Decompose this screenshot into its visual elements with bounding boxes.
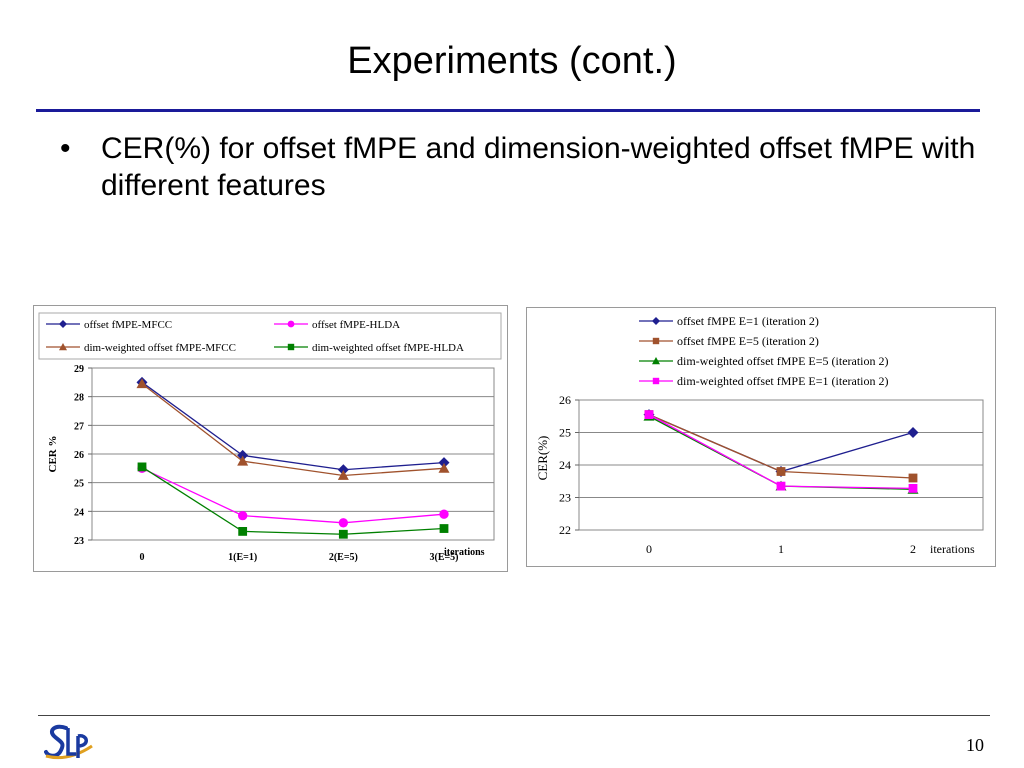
legend-marker <box>652 377 660 385</box>
legend-label: offset fMPE E=1 (iteration 2) <box>677 314 819 328</box>
data-point <box>776 481 786 491</box>
y-tick-label: 25 <box>74 479 84 490</box>
y-tick-label: 26 <box>74 450 84 461</box>
y-tick-label: 23 <box>559 491 571 505</box>
legend-box <box>38 312 502 360</box>
y-tick-label: 22 <box>559 523 571 537</box>
legend-label: offset fMPE-MFCC <box>84 319 172 331</box>
data-point <box>776 467 786 476</box>
legend-marker <box>287 320 295 328</box>
chart-left: offset fMPE-MFCC offset fMPE-HLDA dim-weig… <box>38 312 502 563</box>
data-point <box>337 464 349 476</box>
legend-label: dim-weighted offset fMPE E=1 (iteration … <box>677 374 889 388</box>
legend-marker <box>287 343 295 351</box>
legend-marker <box>652 337 660 345</box>
page-number: 10 <box>966 735 984 755</box>
legend-marker <box>652 317 660 325</box>
legend-label: dim-weighted offset fMPE-HLDA <box>312 342 464 354</box>
legend-label: offset fMPE-HLDA <box>312 319 400 331</box>
y-tick-label: 25 <box>559 426 571 440</box>
y-tick-label: 24 <box>559 458 571 472</box>
data-point <box>338 518 349 528</box>
x-tick-label: 2(E=5) <box>329 552 358 563</box>
data-point <box>337 470 349 480</box>
x-tick-label: 0 <box>646 542 652 556</box>
y-tick-label: 27 <box>74 421 84 432</box>
series-line <box>141 466 445 535</box>
legend-label: dim-weighted offset fMPE-MFCC <box>84 342 236 354</box>
data-point <box>136 378 148 389</box>
x-tick-label: 3(E=5) <box>429 552 458 563</box>
chart-left-frame: offset fMPE-MFCC offset fMPE-HLDA dim-weig… <box>33 305 508 572</box>
legend-marker <box>652 357 660 365</box>
y-axis-label: CER % <box>47 436 59 473</box>
slide-title: Experiments (cont.) <box>347 40 677 82</box>
y-tick-label: 28 <box>74 393 84 404</box>
legend-marker <box>59 343 67 351</box>
data-point <box>237 449 249 461</box>
series-line <box>141 467 445 524</box>
y-tick-label: 24 <box>74 507 84 518</box>
data-point <box>908 484 918 493</box>
legend-label: dim-weighted offset fMPE E=5 (iteration … <box>677 354 889 368</box>
chart-right: offset fMPE E=1 (iteration 2) offset fMPE… <box>535 314 984 556</box>
y-axis-label: CER(%) <box>535 436 550 481</box>
data-point <box>908 473 918 483</box>
y-tick-label: 29 <box>74 364 84 375</box>
data-point <box>907 427 919 438</box>
x-tick-label: 0 <box>140 552 145 563</box>
y-tick-label: 23 <box>74 536 84 547</box>
series-line <box>141 381 445 471</box>
data-point <box>439 509 449 519</box>
data-point <box>338 529 348 539</box>
y-tick-label: 26 <box>559 393 571 407</box>
bullet-marker: • <box>60 132 71 165</box>
legend-label: offset fMPE E=5 (iteration 2) <box>677 334 819 348</box>
bullet-text: CER(%) for offset fMPE and dimension-wei… <box>101 132 976 202</box>
x-axis-label: iterations <box>444 547 485 558</box>
data-point <box>644 410 654 420</box>
legend-marker <box>59 320 67 328</box>
footer-divider <box>38 715 990 716</box>
slp-logo <box>44 724 93 760</box>
title-divider <box>36 109 980 112</box>
data-point <box>438 462 450 473</box>
data-point <box>137 462 147 472</box>
x-tick-label: 1 <box>778 542 784 556</box>
data-point <box>438 457 450 469</box>
chart-right-frame: offset fMPE E=1 (iteration 2) offset fMPE… <box>526 307 996 567</box>
x-tick-label: 2 <box>910 542 916 556</box>
series-line <box>141 383 445 477</box>
data-point <box>238 527 248 536</box>
x-tick-label: 1(E=1) <box>228 552 257 563</box>
data-point <box>439 524 449 533</box>
data-point <box>237 510 248 521</box>
data-point <box>237 455 249 466</box>
x-axis-label: iterations <box>930 542 975 556</box>
